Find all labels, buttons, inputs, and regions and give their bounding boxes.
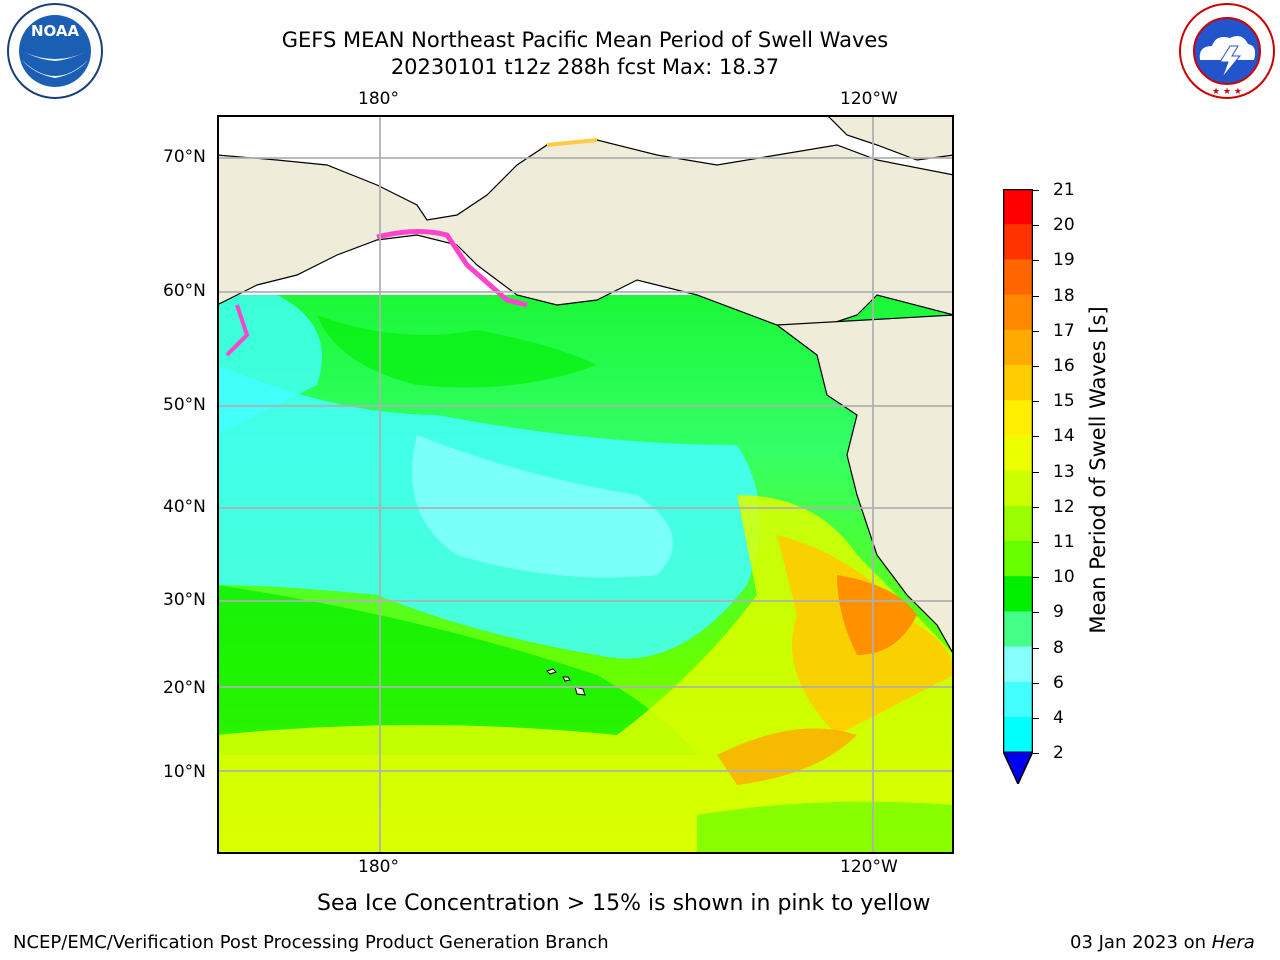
- colorbar-segment: [1003, 470, 1033, 507]
- colorbar-tick-label: 17: [1053, 320, 1075, 341]
- lat-label-70n: 70°N: [163, 147, 206, 167]
- colorbar-tick-mark: [1033, 542, 1039, 543]
- colorbar-tick-mark: [1033, 612, 1039, 614]
- lon-label-top-120w: 120°W: [840, 89, 898, 109]
- lat-label-50n: 50°N: [163, 395, 206, 415]
- colorbar-tick-mark: [1033, 753, 1039, 755]
- colorbar-segment: [1003, 224, 1033, 260]
- colorbar-tick-label: 16: [1053, 356, 1075, 376]
- colorbar-segment: [1003, 435, 1033, 472]
- lat-label-40n: 40°N: [163, 497, 206, 517]
- colorbar-tick-mark: [1033, 506, 1039, 508]
- sea-ice-note: Sea Ice Concentration > 15% is shown in …: [317, 891, 931, 916]
- lat-label-10n: 10°N: [163, 762, 206, 782]
- colorbar-segment: [1003, 400, 1033, 436]
- colorbar-tick-mark: [1033, 718, 1039, 719]
- colorbar-segment: [1003, 189, 1033, 225]
- colorbar-tick-label: 15: [1053, 391, 1075, 412]
- svg-text:★ ★ ★: ★ ★ ★: [1212, 87, 1242, 97]
- colorbar-tick-label: 12: [1053, 496, 1075, 517]
- colorbar-frame: [1002, 188, 1034, 786]
- colorbar-segment: [1003, 717, 1033, 753]
- colorbar-tick-mark: [1033, 260, 1039, 262]
- lon-label-bottom-180: 180°: [358, 857, 399, 877]
- colorbar-segment: [1003, 294, 1033, 331]
- colorbar-ticks: 21 20 19 18 17 16 15 14 13 12 11 10 9 8 6 4 2: [1033, 180, 1098, 770]
- colorbar-tick-mark: [1033, 330, 1039, 332]
- colorbar-tick-mark: [1033, 436, 1039, 438]
- lon-label-top-180: 180°: [358, 89, 399, 109]
- colorbar-tick-label: 10: [1053, 567, 1075, 588]
- colorbar-tick-mark: [1033, 401, 1039, 403]
- colorbar-tick-label: 18: [1053, 285, 1075, 306]
- colorbar-tick-mark: [1033, 682, 1039, 684]
- lat-label-30n: 30°N: [163, 590, 206, 610]
- colorbar-tick-label: 14: [1053, 426, 1075, 447]
- lat-label-20n: 20°N: [163, 678, 206, 698]
- colorbar-tick-mark: [1033, 190, 1039, 191]
- colorbar-tick-mark: [1033, 647, 1039, 649]
- colorbar-tick-mark: [1033, 225, 1039, 227]
- colorbar-label: Mean Period of Swell Waves [s]: [1086, 306, 1110, 634]
- graticule: [217, 115, 954, 854]
- footer-left: NCEP/EMC/Verification Post Processing Pr…: [13, 932, 609, 953]
- colorbar-segment: [1003, 329, 1033, 366]
- noaa-logo-text: NOAA: [31, 22, 80, 40]
- colorbar: [1002, 188, 1034, 786]
- colorbar-segment: [1003, 611, 1033, 648]
- footer-host: Hera: [1211, 932, 1255, 953]
- footer-right: 03 Jan 2023 on Hera: [1070, 932, 1255, 953]
- colorbar-extend-triangle: [1002, 751, 1034, 786]
- colorbar-tick-label: 11: [1053, 532, 1075, 552]
- lon-label-bottom-120w: 120°W: [840, 857, 898, 877]
- colorbar-tick-mark: [1033, 295, 1039, 297]
- lat-label-60n: 60°N: [163, 281, 206, 301]
- noaa-logo: NOAA: [6, 2, 104, 100]
- colorbar-segment: [1003, 576, 1033, 612]
- colorbar-tick-label: 20: [1053, 215, 1075, 236]
- colorbar-tick-label: 4: [1053, 708, 1064, 728]
- title-line-1: GEFS MEAN Northeast Pacific Mean Period …: [281, 28, 889, 52]
- colorbar-tick-label: 9: [1053, 602, 1064, 623]
- nws-logo: ★ ★ ★: [1178, 2, 1276, 100]
- colorbar-tick-label: 13: [1053, 461, 1075, 482]
- footer-date: 03 Jan 2023 on: [1070, 932, 1212, 953]
- colorbar-segment: [1003, 541, 1033, 577]
- colorbar-tick-label: 21: [1053, 180, 1075, 200]
- colorbar-segment: [1003, 646, 1033, 683]
- colorbar-tick-mark: [1033, 366, 1039, 367]
- colorbar-tick-label: 19: [1053, 250, 1075, 271]
- colorbar-tick-label: 6: [1053, 672, 1064, 693]
- map-canvas: [216, 114, 955, 854]
- colorbar-tick-mark: [1033, 471, 1039, 473]
- map-panel: [216, 114, 955, 854]
- colorbar-tick-mark: [1033, 577, 1039, 579]
- colorbar-segment: [1003, 681, 1033, 718]
- colorbar-segment: [1003, 365, 1033, 401]
- colorbar-tick-label: 2: [1053, 743, 1064, 764]
- colorbar-segment: [1003, 259, 1033, 296]
- title-line-2: 20230101 t12z 288h fcst Max: 18.37: [390, 55, 780, 79]
- colorbar-tick-label: 8: [1053, 637, 1064, 658]
- colorbar-segment: [1003, 505, 1033, 542]
